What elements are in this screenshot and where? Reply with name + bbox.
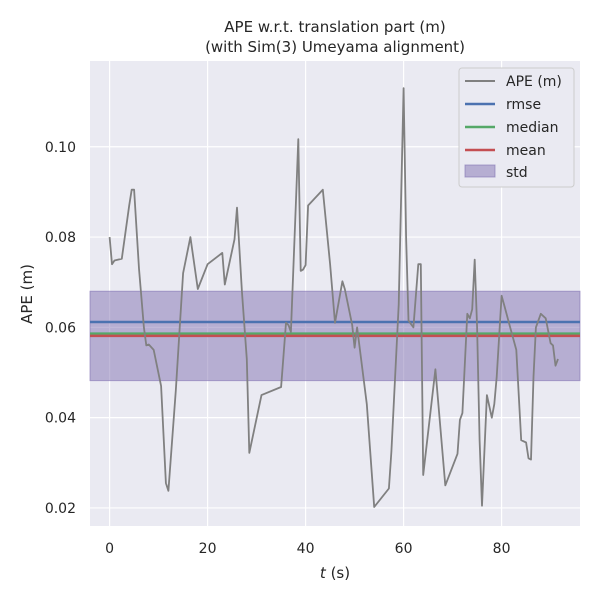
x-tick-labels: 0 20 40 60 80 xyxy=(105,541,510,557)
x-tick-label: 0 xyxy=(105,541,114,557)
legend-label-rmse: rmse xyxy=(506,97,541,113)
x-axis-variable: t xyxy=(320,564,327,582)
y-tick-label: 0.10 xyxy=(45,140,76,156)
chart-subtitle: (with Sim(3) Umeyama alignment) xyxy=(205,38,465,56)
series-layer xyxy=(108,87,559,508)
legend-label-median: median xyxy=(506,120,558,136)
x-tick-label: 40 xyxy=(297,541,315,557)
legend-label-ape: APE (m) xyxy=(506,74,562,90)
y-tick-label: 0.08 xyxy=(45,230,76,246)
x-axis-label: t (s) xyxy=(320,564,350,582)
legend: APE (m) rmse median mean std xyxy=(458,67,575,188)
y-tick-label: 0.06 xyxy=(45,320,76,336)
x-tick-label: 20 xyxy=(199,541,217,557)
x-axis-unit: (s) xyxy=(331,564,351,582)
legend-label-std: std xyxy=(506,165,528,181)
x-tick-label: 60 xyxy=(395,541,413,557)
legend-swatch-std xyxy=(464,164,496,178)
ape-series-line xyxy=(108,87,559,508)
x-tick-label: 80 xyxy=(493,541,511,557)
y-tick-label: 0.04 xyxy=(45,411,76,427)
legend-label-mean: mean xyxy=(506,143,546,159)
y-tick-labels: 0.02 0.04 0.06 0.08 0.10 xyxy=(45,140,76,517)
legend-box xyxy=(458,67,575,188)
chart-title: APE w.r.t. translation part (m) xyxy=(224,18,445,36)
statistic-layer xyxy=(89,290,581,382)
y-tick-label: 0.02 xyxy=(45,501,76,517)
y-axis-label: APE (m) xyxy=(18,264,36,324)
